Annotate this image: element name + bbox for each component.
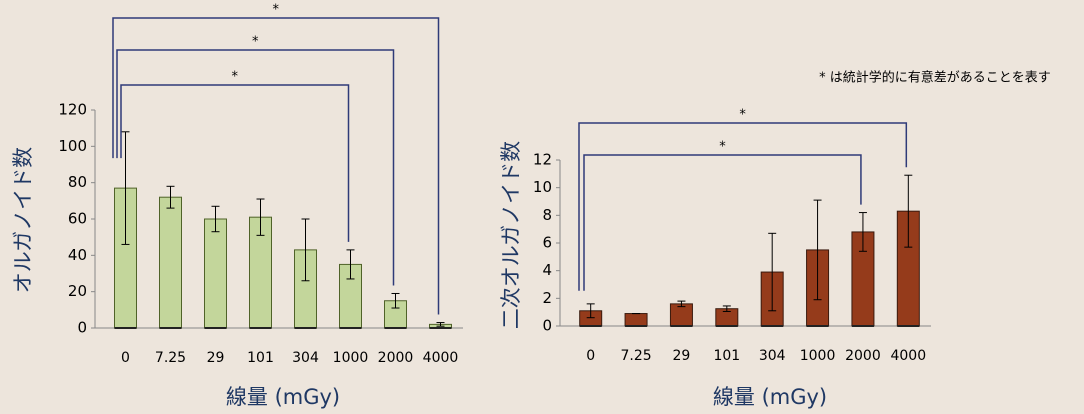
bar [669,303,693,327]
y-tick-label: 80 [68,173,87,191]
bar [159,196,182,329]
x-tick-label: 1000 [333,350,369,366]
x-tick-label: 29 [673,348,691,364]
significance-label: * [719,140,726,155]
significance-label: * [232,70,239,85]
y-tick-label: 100 [58,137,87,155]
x-tick-label: 0 [121,350,130,366]
y-tick-label: 120 [58,101,87,119]
y-axis-title: 二次オルガノイド数 [499,141,523,329]
x-tick-label: 7.25 [155,350,186,366]
x-tick-label: 101 [713,348,740,364]
significance-bracket [120,84,350,242]
note: * は統計学的に有意差があることを表す [819,70,1051,86]
x-tick-label: 4000 [423,350,459,366]
y-tick-label: 0 [542,317,552,335]
significance-bracket [116,49,395,286]
y-tick-label: 10 [533,178,552,196]
y-tick-label: 6 [542,234,552,252]
significance-bracket [112,17,440,315]
significance-label: * [273,3,280,18]
x-tick-label: 1000 [800,348,836,364]
x-tick-label: 101 [247,350,274,366]
x-tick-label: 304 [759,348,786,364]
x-tick-label: 0 [586,348,595,364]
bar [204,218,227,329]
x-tick-label: 7.25 [620,348,651,364]
x-tick-label: 2000 [845,348,881,364]
significance-label: * [252,35,259,50]
significance-label: * [739,108,746,123]
significance-bracket [578,122,908,291]
y-axis-title: オルガノイド数 [11,147,35,293]
x-axis-title: 線量 (mGy) [226,385,340,409]
x-tick-label: 29 [207,350,225,366]
x-tick-label: 304 [292,350,319,366]
y-tick-label: 0 [77,319,87,337]
y-tick-label: 60 [68,210,87,228]
y-tick-label: 40 [68,246,87,264]
y-tick-label: 2 [542,289,552,307]
y-tick-label: 12 [533,151,552,169]
y-tick-label: 20 [68,282,87,300]
x-tick-label: 2000 [378,350,414,366]
bar [624,313,648,327]
x-tick-label: 4000 [890,348,926,364]
x-axis-title: 線量 (mGy) [713,385,827,409]
y-tick-label: 8 [542,206,552,224]
y-tick-label: 4 [542,261,552,279]
significance-bracket [583,154,862,291]
